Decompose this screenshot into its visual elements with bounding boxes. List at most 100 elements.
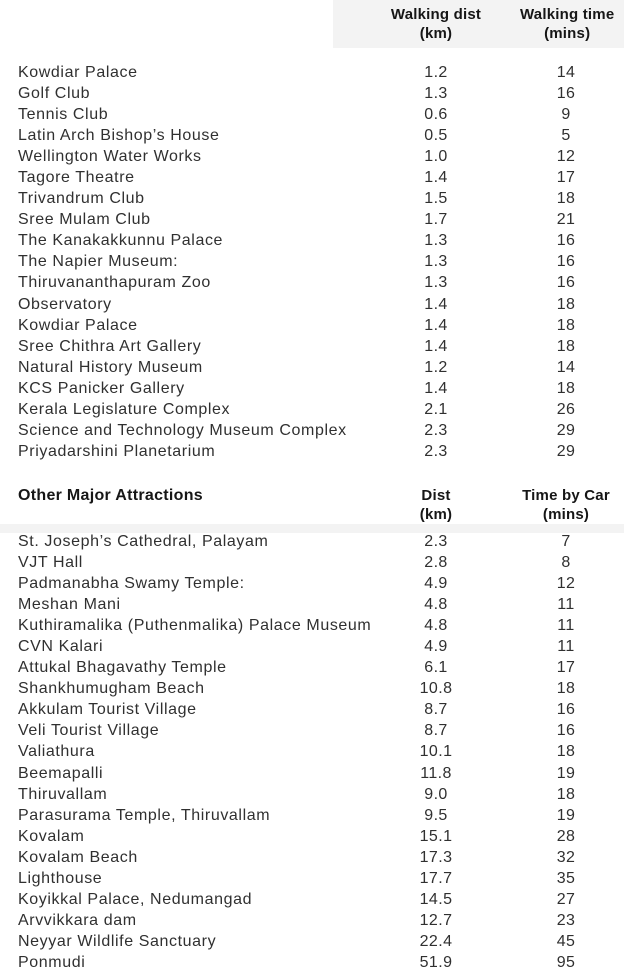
distance-value: 2.1 [424,400,448,418]
distance-value: 1.4 [424,316,448,334]
column-gap [482,378,520,399]
distance-value: 1.3 [424,253,448,271]
table-row: Kovalam 15.1 28 [0,826,624,847]
table-row: Ponmudi 51.9 95 [0,952,624,973]
table-row: Veli Tourist Village 8.7 16 [0,720,624,741]
distance-value: 0.6 [424,106,448,124]
attraction-name: Golf Club [18,85,91,103]
column-gap [482,272,520,293]
time-value: 17 [556,659,576,677]
time-value: 17 [556,169,576,187]
attraction-name: Wellington Water Works [18,148,202,166]
time-value: 16 [556,701,576,719]
table-row: Koyikkal Palace, Nedumangad 14.5 27 [0,889,624,910]
column-gap [482,847,520,868]
distance-value: 11.8 [420,764,452,782]
attraction-name: Meshan Mani [18,596,121,614]
column-gap [482,594,520,615]
column-gap [482,486,520,524]
attraction-name: Lighthouse [18,869,103,887]
attraction-name: Sree Mulam Club [18,211,151,229]
column-gap [482,62,520,83]
table-row: Beemapalli 11.8 19 [0,763,624,784]
attraction-name: VJT Hall [18,554,83,572]
attraction-name: Natural History Museum [18,358,203,376]
time-value: 16 [556,274,576,292]
attraction-name: Tagore Theatre [18,169,135,187]
column-gap [482,699,520,720]
distance-value: 4.9 [424,638,448,656]
column-gap [482,636,520,657]
column-gap [482,678,520,699]
time-value: 35 [556,869,576,887]
time-value: 12 [556,148,576,166]
attraction-name: Neyyar Wildlife Sanctuary [18,932,217,950]
time-value: 7 [561,533,571,550]
table-row: Thiruvananthapuram Zoo 1.3 16 [0,272,624,293]
time-value: 18 [556,379,576,397]
header-shading-band [333,0,624,48]
distance-value: 1.4 [424,295,448,313]
attraction-name: The Napier Museum: [18,253,179,271]
distance-value: 10.1 [419,743,453,761]
distance-value: 8.7 [424,701,448,719]
distance-value: 2.3 [424,533,448,550]
table-row: CVN Kalari 4.9 11 [0,636,624,657]
table-row: Neyyar Wildlife Sanctuary 22.4 45 [0,931,624,952]
attraction-name: Ponmudi [18,953,86,971]
distance-value: 2.3 [424,421,448,439]
time-value: 21 [556,211,576,229]
table-row: Kuthiramalika (Puthenmalika) Palace Muse… [0,615,624,636]
attraction-name: Observatory [18,295,112,313]
attraction-name: Kovalam Beach [18,848,138,866]
distance-value: 0.5 [424,127,448,145]
time-value: 95 [556,953,576,971]
attraction-name: Priyadarshini Planetarium [18,442,216,460]
column-gap [482,763,520,784]
column-gap [482,720,520,741]
time-value: 11 [557,638,575,656]
column-gap [482,573,520,594]
time-value: 11 [557,617,575,635]
attraction-name: Attukal Bhagavathy Temple [18,659,227,677]
attraction-name: Kowdiar Palace [18,64,138,81]
attraction-name: Trivandrum Club [18,190,145,208]
column-gap [482,868,520,889]
section2-shading-band [0,524,624,533]
time-by-car-header-unit: (mins) [542,506,590,523]
time-value: 12 [556,575,576,593]
column-gap [482,552,520,573]
other-attractions-table: St. Joseph’s Cathedral, Palayam 2.3 7 VJ… [0,531,624,973]
attraction-name: Kuthiramalika (Puthenmalika) Palace Muse… [18,617,372,635]
table-row: Wellington Water Works 1.0 12 [0,146,624,167]
table-row: Shankhumugham Beach 10.8 18 [0,678,624,699]
column-gap [482,230,520,251]
table-row: Trivandrum Club 1.5 18 [0,188,624,209]
table-row: Latin Arch Bishop’s House 0.5 5 [0,125,624,146]
attraction-name: St. Joseph’s Cathedral, Palayam [18,533,269,550]
walking-time-header-unit: (mins) [544,25,591,42]
column-gap [482,125,520,146]
column-gap [482,336,520,357]
time-value: 14 [556,64,576,81]
time-value: 18 [556,337,576,355]
walking-time-header-label: Walking time [520,6,615,23]
column-gap [482,294,520,315]
distance-value: 1.0 [424,148,448,166]
column-gap [482,399,520,420]
time-by-car-header-label: Time by Car [522,487,610,504]
time-value: 16 [556,722,576,740]
attraction-name: The Kanakakkunnu Palace [18,232,224,250]
distance-value: 1.2 [424,358,448,376]
attraction-name: Valiathura [18,743,95,761]
distance-value: 14.5 [419,890,453,908]
walking-attractions-table: Kowdiar Palace 1.2 14 Golf Club 1.3 16 T… [0,62,624,462]
time-value: 11 [557,596,575,614]
distance-value: 2.3 [424,442,448,460]
table-row: Sree Chithra Art Gallery 1.4 18 [0,336,624,357]
column-gap [482,910,520,931]
time-value: 19 [556,806,576,824]
table-row: Observatory 1.4 18 [0,294,624,315]
table-row: Tagore Theatre 1.4 17 [0,167,624,188]
